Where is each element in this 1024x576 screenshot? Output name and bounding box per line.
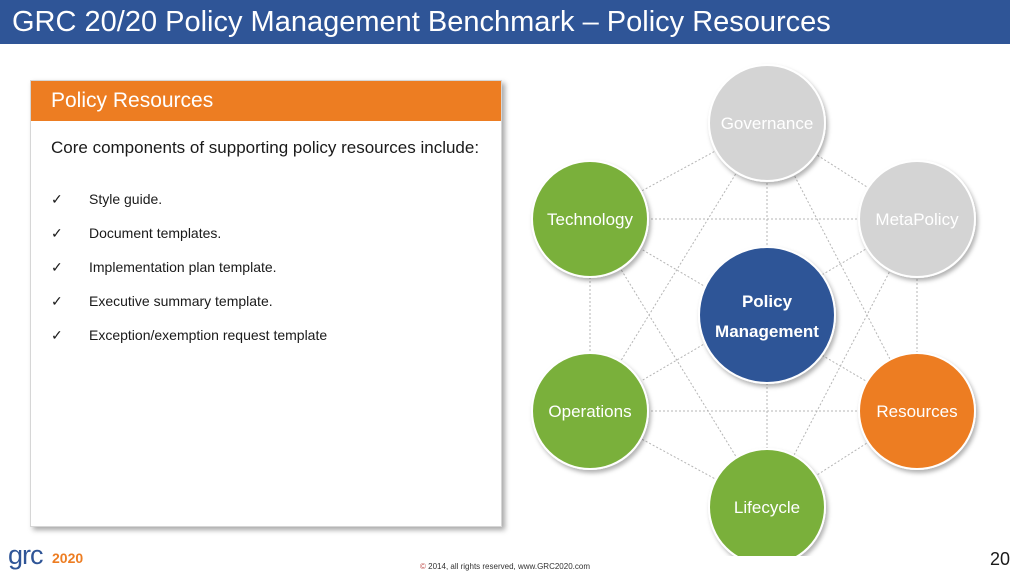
logo-number: 2020 xyxy=(52,550,84,566)
footer-copyright: © 2014, all rights reserved, www.GRC2020… xyxy=(420,562,590,571)
slide-title: GRC 20/20 Policy Management Benchmark – … xyxy=(12,6,831,38)
node-lifecycle: Lifecycle xyxy=(708,448,826,556)
node-label: MetaPolicy xyxy=(875,210,959,229)
node-circle xyxy=(708,448,826,556)
list-item-label: Exception/exemption request template xyxy=(89,327,328,343)
grc2020-logo: grc 2020 xyxy=(8,540,88,570)
node-label: Lifecycle xyxy=(734,498,800,517)
diagram-canvas: Governance MetaPolicy Resources Lifecycle Op… xyxy=(531,64,976,556)
panel-header-label: Policy Resources xyxy=(51,89,214,112)
node-governance: Governance xyxy=(708,64,826,182)
center-circle xyxy=(698,246,836,384)
list-item-label: Implementation plan template. xyxy=(89,259,277,275)
node-circle xyxy=(858,352,976,470)
node-label: Resources xyxy=(876,402,957,421)
node-label: Operations xyxy=(548,402,631,421)
list-item-label: Document templates. xyxy=(89,225,222,241)
copyright-icon: © xyxy=(420,562,426,571)
node-label: Governance xyxy=(721,114,814,133)
diagram-nodes: Governance MetaPolicy Resources Lifecycle Op… xyxy=(531,64,976,556)
checkmark-icon: ✓ xyxy=(51,259,63,275)
center-label-line2: Management xyxy=(715,322,819,341)
policy-resources-panel: Policy Resources Core components of supp… xyxy=(30,80,502,527)
node-circle xyxy=(531,160,649,278)
panel-header: Policy Resources xyxy=(31,81,501,121)
node-label: Technology xyxy=(547,210,634,229)
page-number: 20 xyxy=(990,549,1011,569)
node-resources: Resources xyxy=(858,352,976,470)
checkmark-icon: ✓ xyxy=(51,225,63,241)
policy-management-diagram: Governance MetaPolicy Resources Lifecycle Op… xyxy=(520,56,1024,556)
node-circle xyxy=(531,352,649,470)
checkmark-icon: ✓ xyxy=(51,293,63,309)
center-label-line1: Policy xyxy=(742,292,793,311)
node-circle xyxy=(708,64,826,182)
node-circle xyxy=(858,160,976,278)
node-technology: Technology xyxy=(531,160,649,278)
node-operations: Operations xyxy=(531,352,649,470)
center-node: Policy Management xyxy=(698,246,836,384)
title-bar: GRC 20/20 Policy Management Benchmark – … xyxy=(0,0,1010,44)
list-item-label: Executive summary template. xyxy=(89,293,273,309)
logo-text: grc xyxy=(8,540,44,570)
list-item-label: Style guide. xyxy=(89,191,163,207)
node-metapolicy: MetaPolicy xyxy=(858,160,976,278)
panel-intro: Core components of supporting policy res… xyxy=(51,138,480,157)
checkmark-icon: ✓ xyxy=(51,327,63,343)
checkmark-icon: ✓ xyxy=(51,191,63,207)
footer-text: 2014, all rights reserved, www.GRC2020.c… xyxy=(428,562,590,571)
